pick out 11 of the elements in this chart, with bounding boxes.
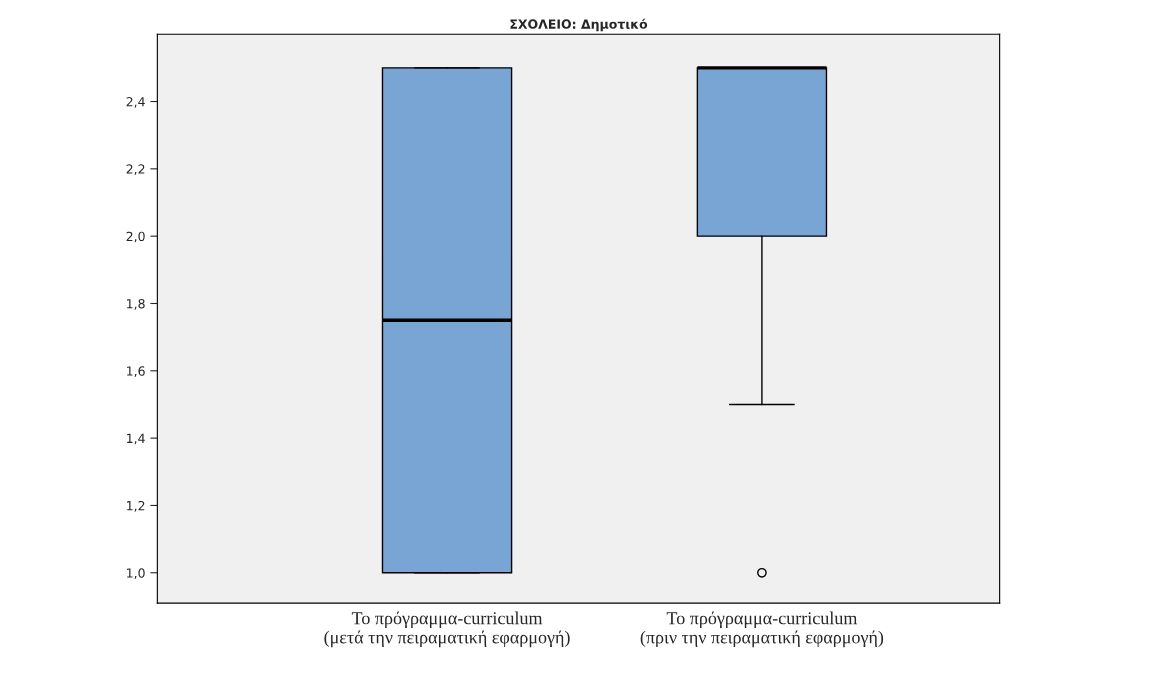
y-tick-label: 2,2 [126, 164, 145, 176]
x-tick-label: Το πρόγραμμα-curriculum (μετά την πειραματική εφαρμογή) [324, 611, 570, 648]
y-tick-label: 1,8 [127, 298, 145, 310]
y-tick-label: 2,4 [126, 97, 145, 108]
y-tick-label: 1,4 [127, 433, 145, 445]
chart-title: ΣΧΟΛΕΙΟ: Δημοτικό [510, 18, 648, 32]
y-tick-label: 1,2 [127, 500, 145, 512]
y-tick-label: 2,0 [126, 231, 145, 243]
y-tick-label: 1,0 [127, 568, 145, 579]
x-tick-label: Το πρόγραμμα-curriculum (πριν την πειραματική εφαρμογή) [640, 611, 884, 648]
y-tick-label: 1,6 [127, 366, 145, 378]
